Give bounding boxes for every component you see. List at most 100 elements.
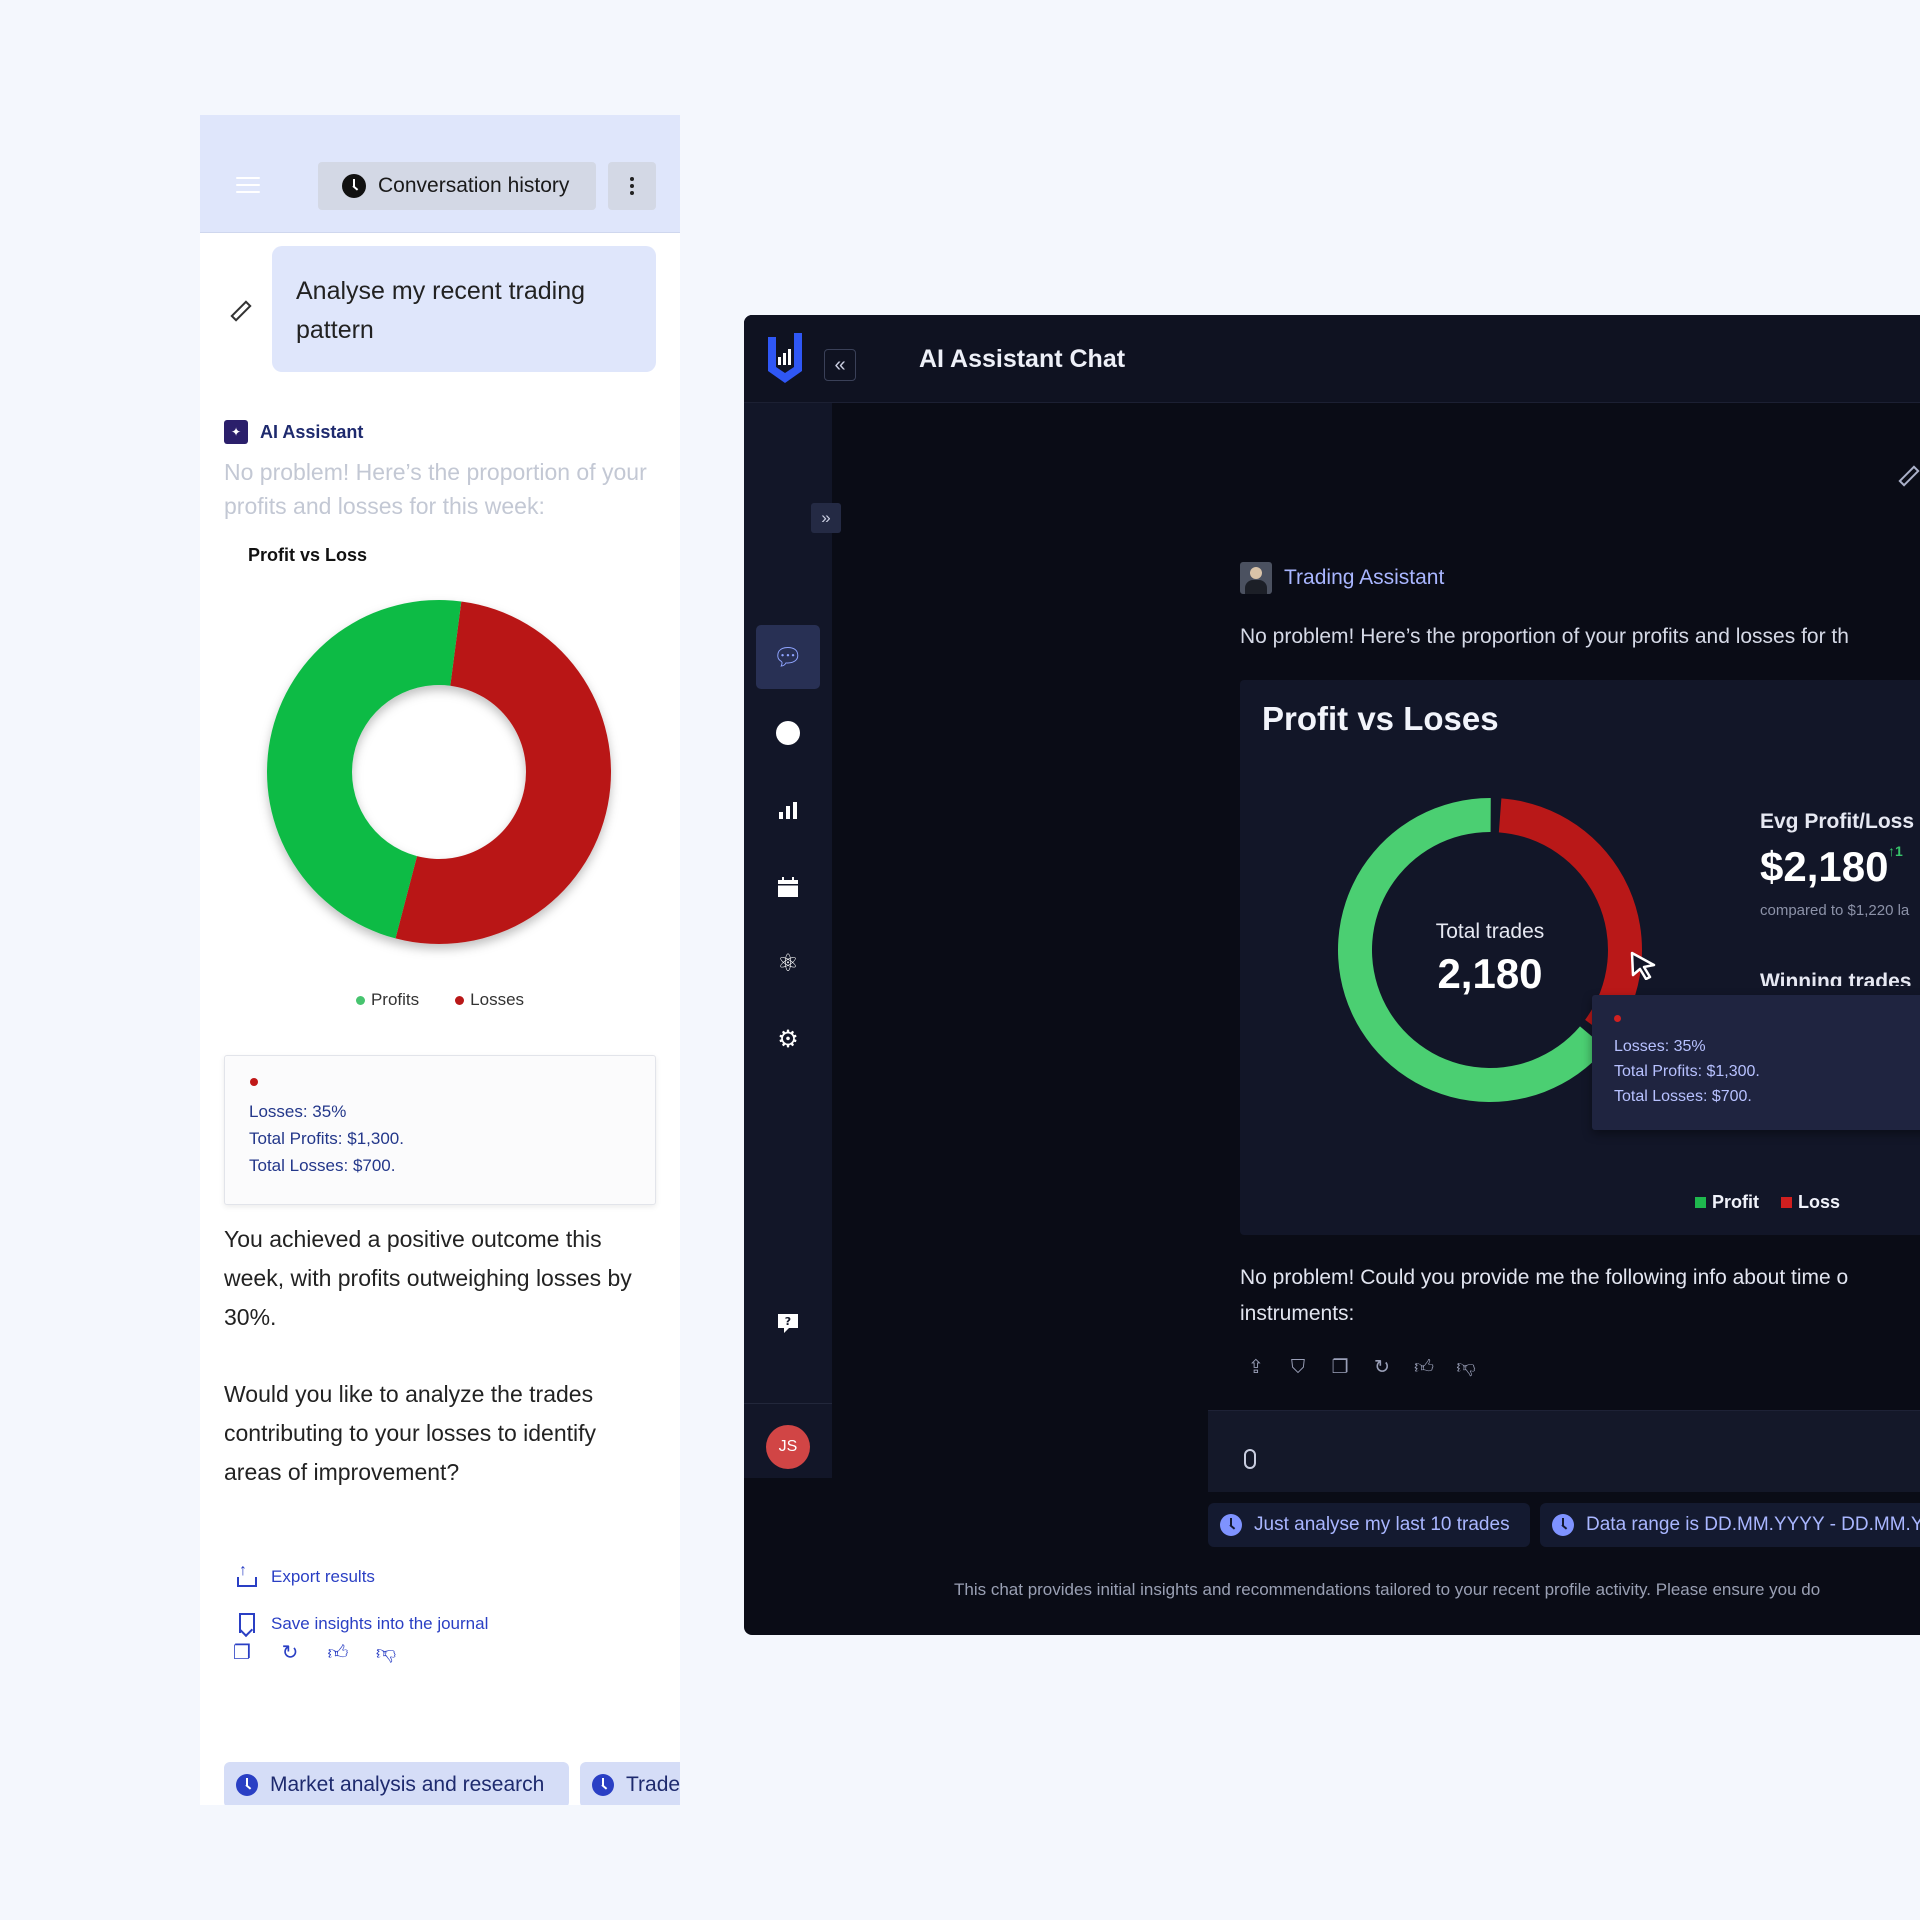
- sparkle-icon: ✦: [224, 420, 248, 444]
- expand-panel-button[interactable]: »: [811, 503, 841, 533]
- edit-message-icon[interactable]: [228, 300, 250, 322]
- calendar-icon: [778, 877, 798, 897]
- regenerate-icon[interactable]: ↻: [1374, 1356, 1390, 1378]
- suggestion-chip[interactable]: Data range is DD.MM.YYYY - DD.MM.Y: [1540, 1503, 1920, 1547]
- message-actions: ❐ ↻ 👍︎ 👎︎: [230, 1639, 398, 1665]
- clock-icon: [342, 174, 366, 198]
- sidebar-item-history[interactable]: [756, 701, 820, 765]
- assistant-label: AI Assistant: [260, 421, 364, 442]
- upload-icon: [235, 1562, 259, 1589]
- thumbs-up-icon[interactable]: 👍︎: [327, 1639, 349, 1664]
- assistant-label-row: ✦ AI Assistant: [224, 420, 363, 444]
- edit-message-icon[interactable]: [1896, 465, 1918, 487]
- tooltip-line: Total Losses: $700.: [1614, 1088, 1752, 1105]
- suggestion-chip[interactable]: Just analyse my last 10 trades: [1208, 1503, 1530, 1547]
- assistant-summary: You achieved a positive outcome this wee…: [224, 1226, 632, 1330]
- thumbs-down-icon[interactable]: 👎︎: [1456, 1355, 1476, 1378]
- legend-item-profits[interactable]: Profits: [355, 990, 419, 1010]
- assistant-intro: No problem! Here’s the proportion of you…: [1240, 625, 1849, 648]
- assistant-avatar: [1240, 562, 1272, 594]
- tooltip-line: Losses: 35%: [1614, 1038, 1706, 1055]
- clock-icon: [1220, 1514, 1242, 1536]
- suggestion-chip-label: Trade: [626, 1773, 680, 1796]
- export-results-label: Export results: [271, 1567, 375, 1586]
- chart-tooltip: Losses: 35% Total Profits: $1,300. Total…: [1592, 995, 1920, 1130]
- desktop-header: « AI Assistant Chat: [744, 315, 1920, 403]
- save-insights-label: Save insights into the journal: [271, 1614, 489, 1633]
- total-trades-donut-chart: [1338, 798, 1642, 1102]
- sidebar-item-analytics[interactable]: [756, 778, 820, 842]
- suggestion-chip-label: Market analysis and research: [270, 1773, 545, 1796]
- mobile-header: Conversation history: [200, 115, 680, 233]
- disclaimer: This chat provides initial insights and …: [954, 1580, 1821, 1599]
- assistant-header: Trading Assistant: [1240, 562, 1444, 594]
- donut-slice-profit[interactable]: [1338, 798, 1606, 1102]
- avg-profit-loss-value: $2,180: [1760, 843, 1889, 890]
- bar-chart-icon: [779, 802, 797, 819]
- suggestion-chip[interactable]: Trade: [580, 1762, 680, 1805]
- tooltip-line: Total Profits: $1,300.: [1614, 1063, 1760, 1080]
- thumbs-up-icon[interactable]: 👍︎: [1414, 1355, 1434, 1378]
- chart-title: Profit vs Loss: [248, 545, 368, 565]
- thumbs-down-icon[interactable]: 👎︎: [375, 1639, 397, 1664]
- legend-item-losses[interactable]: Losses: [455, 990, 524, 1010]
- export-results-button[interactable]: Export results: [235, 1562, 375, 1589]
- conversation-history-label: Conversation history: [378, 174, 570, 197]
- share-icon[interactable]: ⇪: [1248, 1356, 1264, 1378]
- suggestion-chip-label: Data range is DD.MM.YYYY - DD.MM.Y: [1586, 1514, 1920, 1535]
- atom-icon: ⚛: [777, 949, 799, 977]
- legend-item-loss[interactable]: Loss: [1781, 1192, 1840, 1213]
- tooltip-line: Losses: 35%: [249, 1102, 347, 1121]
- message-actions: ⇪ ⛉ ❐ ↻ 👍︎ 👎︎: [1244, 1355, 1478, 1379]
- cursor-icon: [1630, 951, 1656, 980]
- chat-icon: 💬︎: [772, 643, 804, 671]
- tooltip-marker: [1614, 1015, 1621, 1022]
- legend-item-profit[interactable]: Profit: [1695, 1192, 1759, 1213]
- suggestion-chip[interactable]: Market analysis and research: [224, 1762, 569, 1805]
- hamburger-menu-icon[interactable]: [236, 177, 260, 195]
- donut-slice-losses[interactable]: [395, 601, 612, 945]
- chart-legend: Profit Loss: [1695, 1192, 1840, 1213]
- avg-profit-loss-label: Evg Profit/Loss: [1760, 810, 1915, 833]
- sidebar: » 💬︎ ⚛ ⚙ ? JS: [744, 403, 841, 1478]
- page-title: AI Assistant Chat: [919, 345, 1126, 373]
- user-avatar[interactable]: JS: [766, 1425, 810, 1469]
- chart-tooltip: Losses: 35% Total Profits: $1,300. Total…: [224, 1055, 656, 1205]
- chart-legend: Profits Losses: [200, 990, 680, 1010]
- donut-center-label: Total trades: [1435, 920, 1545, 943]
- message-input[interactable]: [1208, 1410, 1920, 1492]
- sidebar-item-settings[interactable]: ⚙: [756, 1007, 820, 1071]
- clock-icon: [236, 1774, 258, 1796]
- gear-icon: ⚙: [777, 1025, 799, 1053]
- help-icon: ?: [778, 1314, 798, 1333]
- donut-center-value: 2,180: [1437, 950, 1543, 997]
- sidebar-item-chat[interactable]: 💬︎: [756, 625, 820, 689]
- regenerate-icon[interactable]: ↻: [281, 1640, 299, 1664]
- profit-loss-donut-chart: [267, 600, 612, 945]
- assistant-question: Would you like to analyze the trades con…: [224, 1381, 597, 1485]
- sidebar-item-help[interactable]: ?: [756, 1291, 820, 1355]
- sidebar-item-integrations[interactable]: ⚛: [756, 931, 820, 995]
- collapse-sidebar-button[interactable]: «: [824, 349, 856, 381]
- paperclip-icon[interactable]: [1244, 1449, 1256, 1469]
- avg-profit-loss-delta: ↑1: [1888, 843, 1903, 859]
- clock-icon: [1552, 1514, 1574, 1536]
- donut-slice-loss[interactable]: [1498, 798, 1642, 1040]
- donut-slice-profits[interactable]: [267, 600, 462, 939]
- tooltip-line: Total Profits: $1,300.: [249, 1129, 404, 1148]
- more-options-button[interactable]: [608, 162, 656, 210]
- save-insights-button[interactable]: Save insights into the journal: [235, 1613, 488, 1635]
- assistant-intro: No problem! Here’s the proportion of you…: [224, 459, 647, 519]
- copy-icon[interactable]: ❐: [233, 1640, 251, 1664]
- svg-text:?: ?: [785, 1315, 791, 1328]
- conversation-history-button[interactable]: Conversation history: [318, 162, 596, 210]
- app-logo-icon: [768, 333, 802, 383]
- assistant-followup: No problem! Could you provide me the fol…: [1240, 1266, 1849, 1325]
- profit-loss-card: Profit vs Loses Total trades 2,180 Evg P…: [1240, 680, 1920, 1235]
- sidebar-item-calendar[interactable]: [756, 855, 820, 919]
- clock-icon: [776, 721, 800, 745]
- copy-icon[interactable]: ❐: [1331, 1356, 1349, 1378]
- desktop-chat-window: « AI Assistant Chat » 💬︎ ⚛ ⚙ ? JS Tradin…: [744, 315, 1920, 1635]
- bookmark-icon[interactable]: ⛉: [1290, 1356, 1306, 1378]
- suggestion-chip-label: Just analyse my last 10 trades: [1254, 1514, 1510, 1535]
